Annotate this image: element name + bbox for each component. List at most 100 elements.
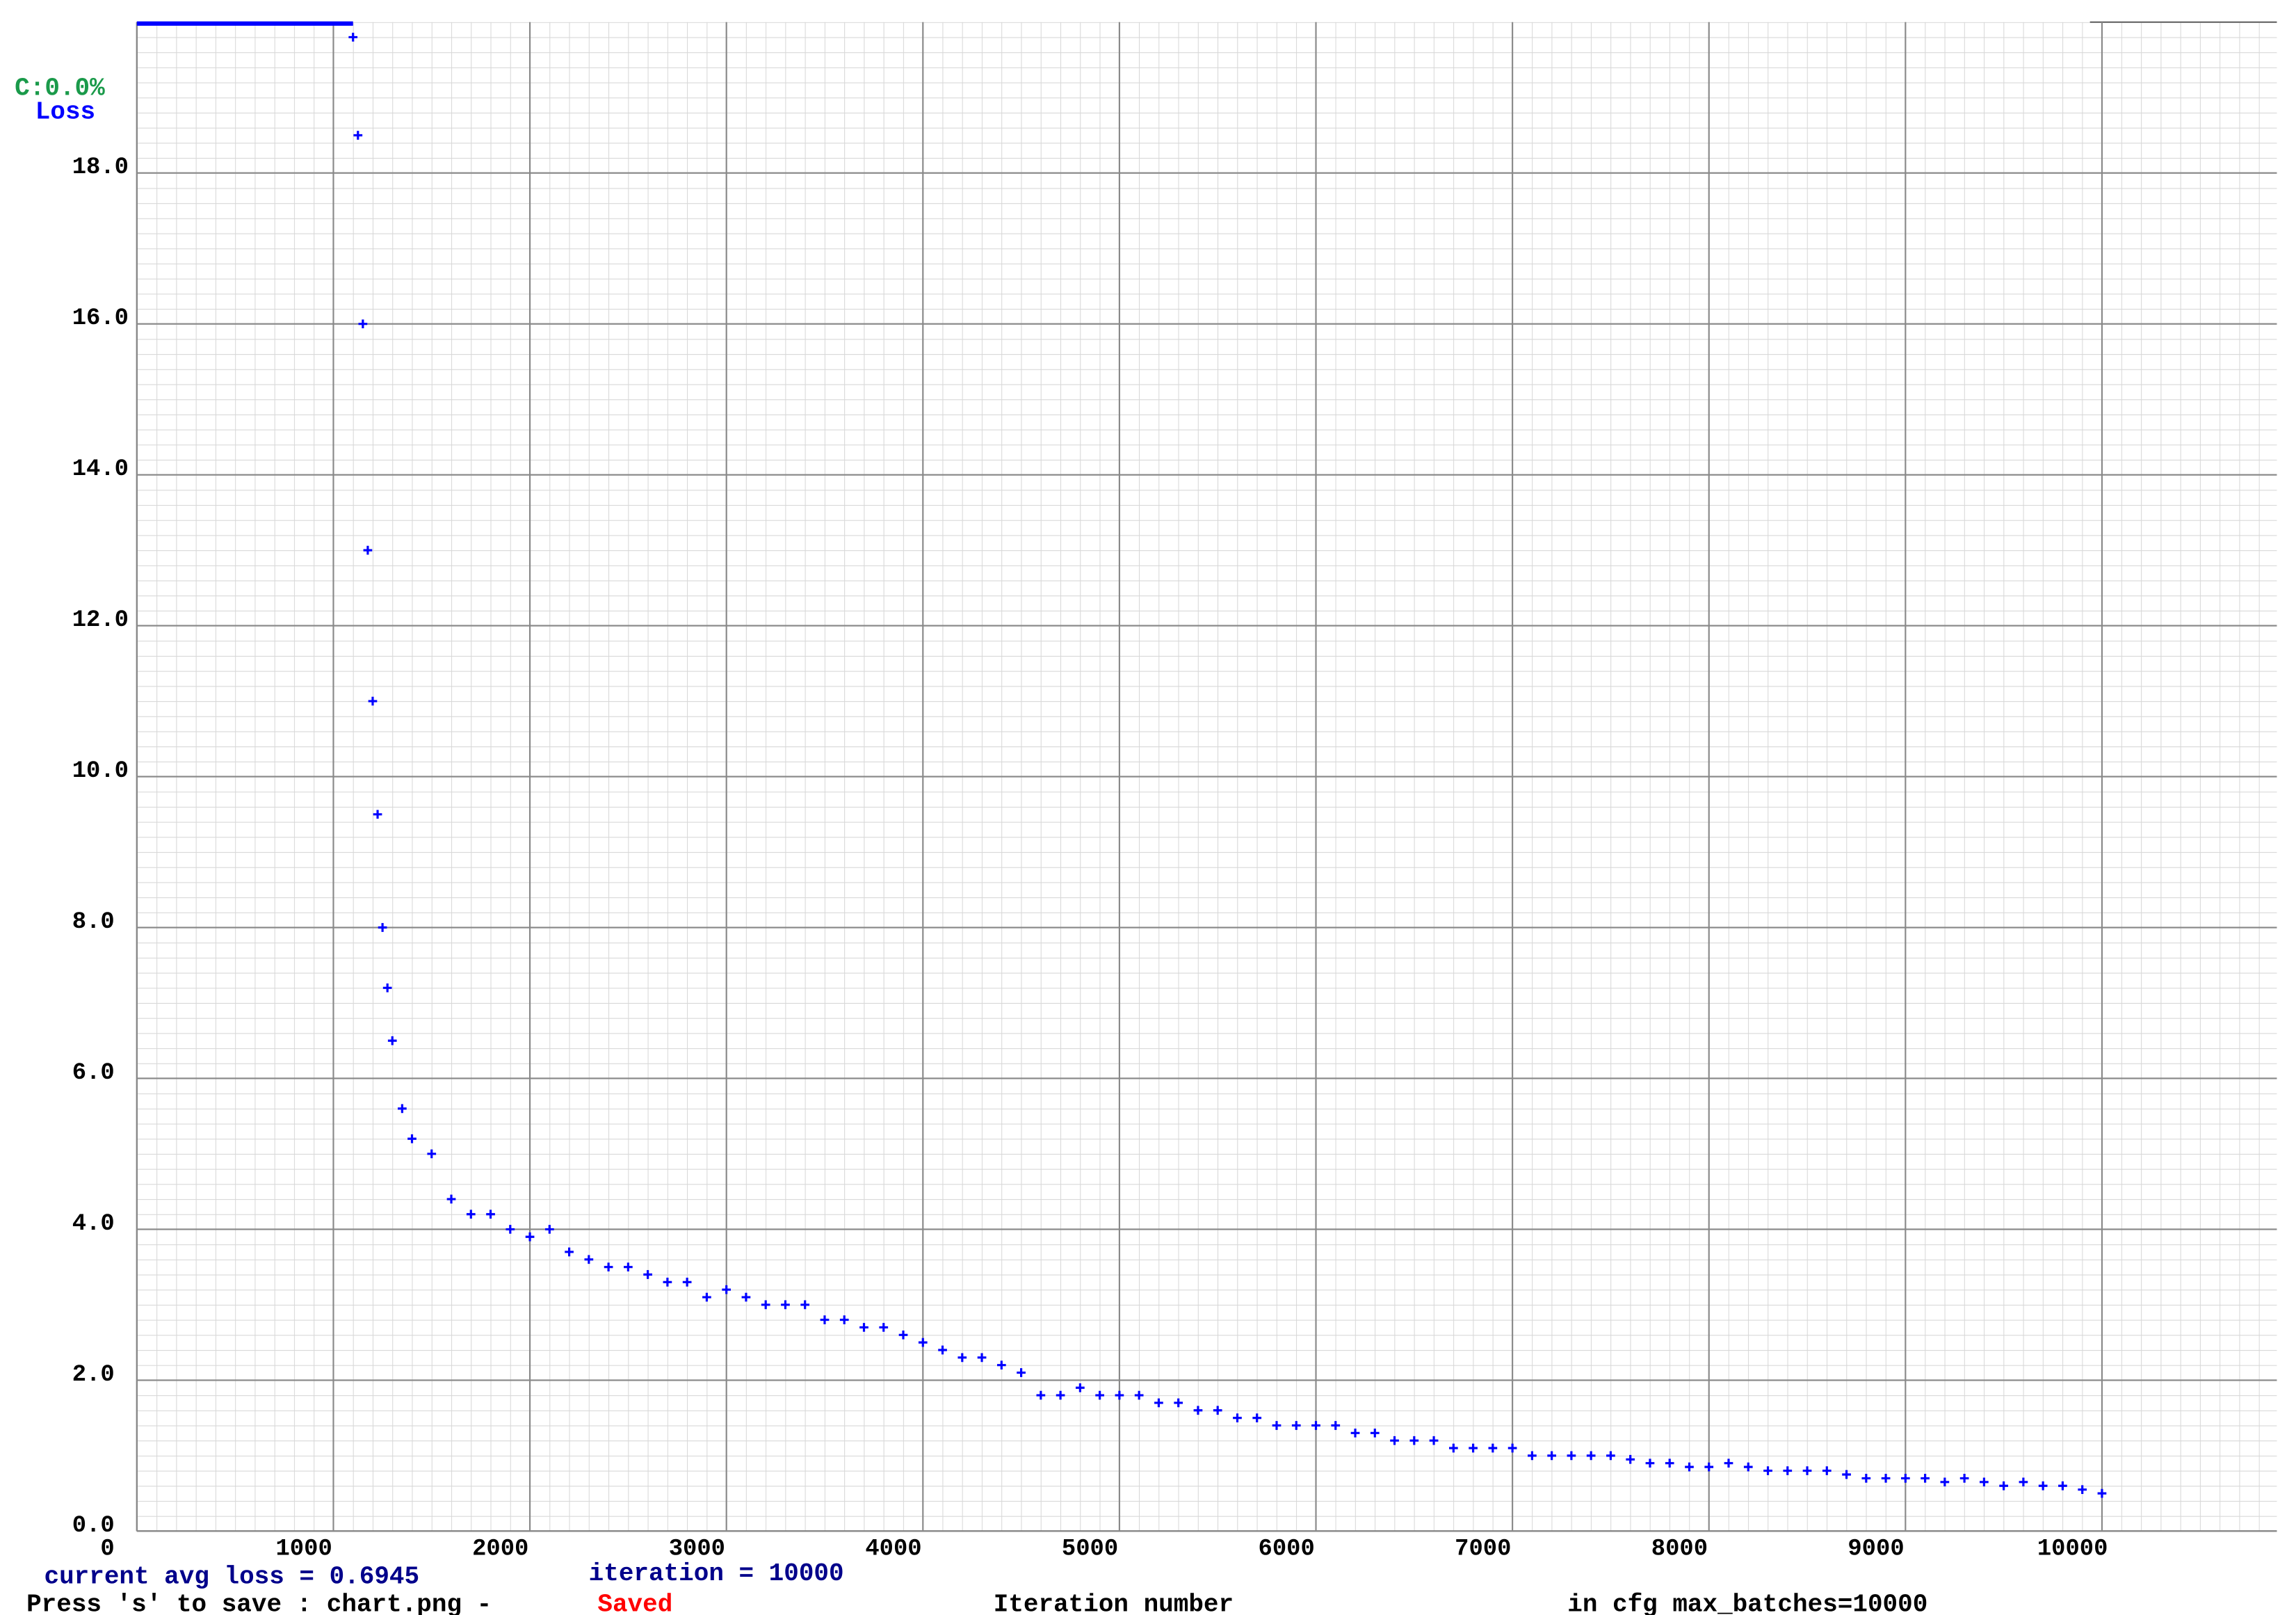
loss-point	[938, 1345, 947, 1355]
loss-point	[1685, 1462, 1694, 1472]
loss-point	[839, 1315, 849, 1324]
loss-point	[1370, 1428, 1380, 1438]
loss-point	[1448, 1443, 1458, 1453]
loss-point	[1921, 1474, 1930, 1483]
loss-point	[2038, 1481, 2048, 1491]
loss-point	[977, 1353, 987, 1363]
loss-point	[407, 1134, 417, 1143]
loss-point	[446, 1194, 456, 1204]
loss-point	[1547, 1451, 1556, 1461]
loss-point	[368, 696, 378, 706]
loss-point	[373, 810, 382, 819]
loss-point	[820, 1315, 830, 1324]
y-tick-label: 6.0	[72, 1060, 115, 1086]
loss-point	[1959, 1474, 1969, 1483]
loss-point	[544, 1225, 554, 1234]
loss-point	[1980, 1477, 1989, 1487]
loss-point	[1213, 1406, 1222, 1415]
loss-point	[427, 1149, 437, 1159]
loss-point	[643, 1270, 652, 1279]
loss-point	[1056, 1390, 1065, 1400]
loss-point	[1193, 1406, 1203, 1415]
loss-point	[525, 1232, 535, 1242]
loss-point	[702, 1292, 711, 1302]
loss-point	[761, 1300, 770, 1310]
loss-point	[1233, 1413, 1242, 1422]
loss-point	[1017, 1368, 1026, 1377]
x-tick-label: 6000	[1259, 1536, 1315, 1563]
loss-point	[1036, 1390, 1046, 1400]
y-tick-label: 14.0	[72, 456, 129, 483]
loss-point	[722, 1285, 731, 1294]
loss-point	[1999, 1481, 2009, 1491]
loss-point	[663, 1278, 672, 1287]
loss-point	[353, 131, 363, 140]
saved-status: Saved	[597, 1591, 672, 1615]
loss-point	[1291, 1421, 1301, 1430]
x-tick-label: 7000	[1455, 1536, 1511, 1563]
loss-point	[741, 1292, 751, 1302]
loss-point	[1586, 1451, 1596, 1461]
y-tick-label: 2.0	[72, 1362, 115, 1388]
loss-point	[2058, 1481, 2067, 1491]
loss-point	[1350, 1428, 1360, 1438]
loss-point	[2078, 1485, 2087, 1495]
loss-point	[1507, 1443, 1517, 1453]
loss-point	[1331, 1421, 1341, 1430]
loss-point	[1174, 1398, 1183, 1408]
x-tick-label: 0	[100, 1536, 114, 1563]
loss-point	[1606, 1451, 1615, 1461]
loss-point	[1842, 1470, 1851, 1479]
x-tick-label: 2000	[472, 1536, 528, 1563]
loss-point	[859, 1323, 868, 1332]
x-tick-label: 9000	[1848, 1536, 1904, 1563]
x-tick-label: 5000	[1062, 1536, 1118, 1563]
loss-point	[1469, 1443, 1478, 1453]
loss-point	[1724, 1459, 1733, 1468]
y-tick-label: 12.0	[72, 607, 129, 634]
loss-point	[1252, 1413, 1262, 1422]
loss-point	[584, 1255, 594, 1264]
loss-point	[1940, 1477, 1950, 1487]
loss-point	[1076, 1383, 1085, 1392]
loss-point	[1763, 1466, 1772, 1475]
loss-point	[486, 1210, 495, 1219]
x-tick-label: 8000	[1651, 1536, 1708, 1563]
loss-point	[466, 1210, 476, 1219]
loss-point	[604, 1262, 613, 1272]
loss-point	[800, 1300, 810, 1310]
loss-point	[898, 1330, 908, 1340]
loss-point	[1802, 1466, 1812, 1475]
loss-point	[387, 1036, 397, 1045]
y-tick-label: 4.0	[72, 1211, 115, 1237]
loss-point	[1783, 1466, 1793, 1475]
loss-point	[382, 983, 392, 993]
x-tick-label: 10000	[2037, 1536, 2108, 1563]
loss-point	[1645, 1459, 1655, 1468]
loss-point	[1154, 1398, 1163, 1408]
x-axis-label: Iteration number	[994, 1591, 1234, 1615]
loss-point	[957, 1353, 967, 1363]
loss-point	[1822, 1466, 1832, 1475]
loss-point	[996, 1360, 1006, 1370]
loss-point	[682, 1278, 692, 1287]
loss-point	[1743, 1462, 1753, 1472]
loss-point	[1704, 1462, 1714, 1472]
loss-point	[1115, 1390, 1124, 1400]
loss-point	[2097, 1488, 2107, 1498]
y-tick-label: 18.0	[72, 154, 129, 181]
loss-point	[624, 1262, 633, 1272]
loss-point	[1488, 1443, 1498, 1453]
loss-point	[1900, 1474, 1910, 1483]
loss-point	[1665, 1459, 1674, 1468]
loss-point	[1409, 1436, 1419, 1445]
y-tick-label: 0.0	[72, 1513, 115, 1539]
loss-point	[1311, 1421, 1320, 1430]
loss-point	[1390, 1436, 1399, 1445]
loss-point	[1861, 1474, 1871, 1483]
loss-point	[1272, 1421, 1282, 1430]
loss-point	[358, 319, 368, 329]
loss-point	[398, 1104, 407, 1114]
loss-point	[879, 1323, 889, 1332]
